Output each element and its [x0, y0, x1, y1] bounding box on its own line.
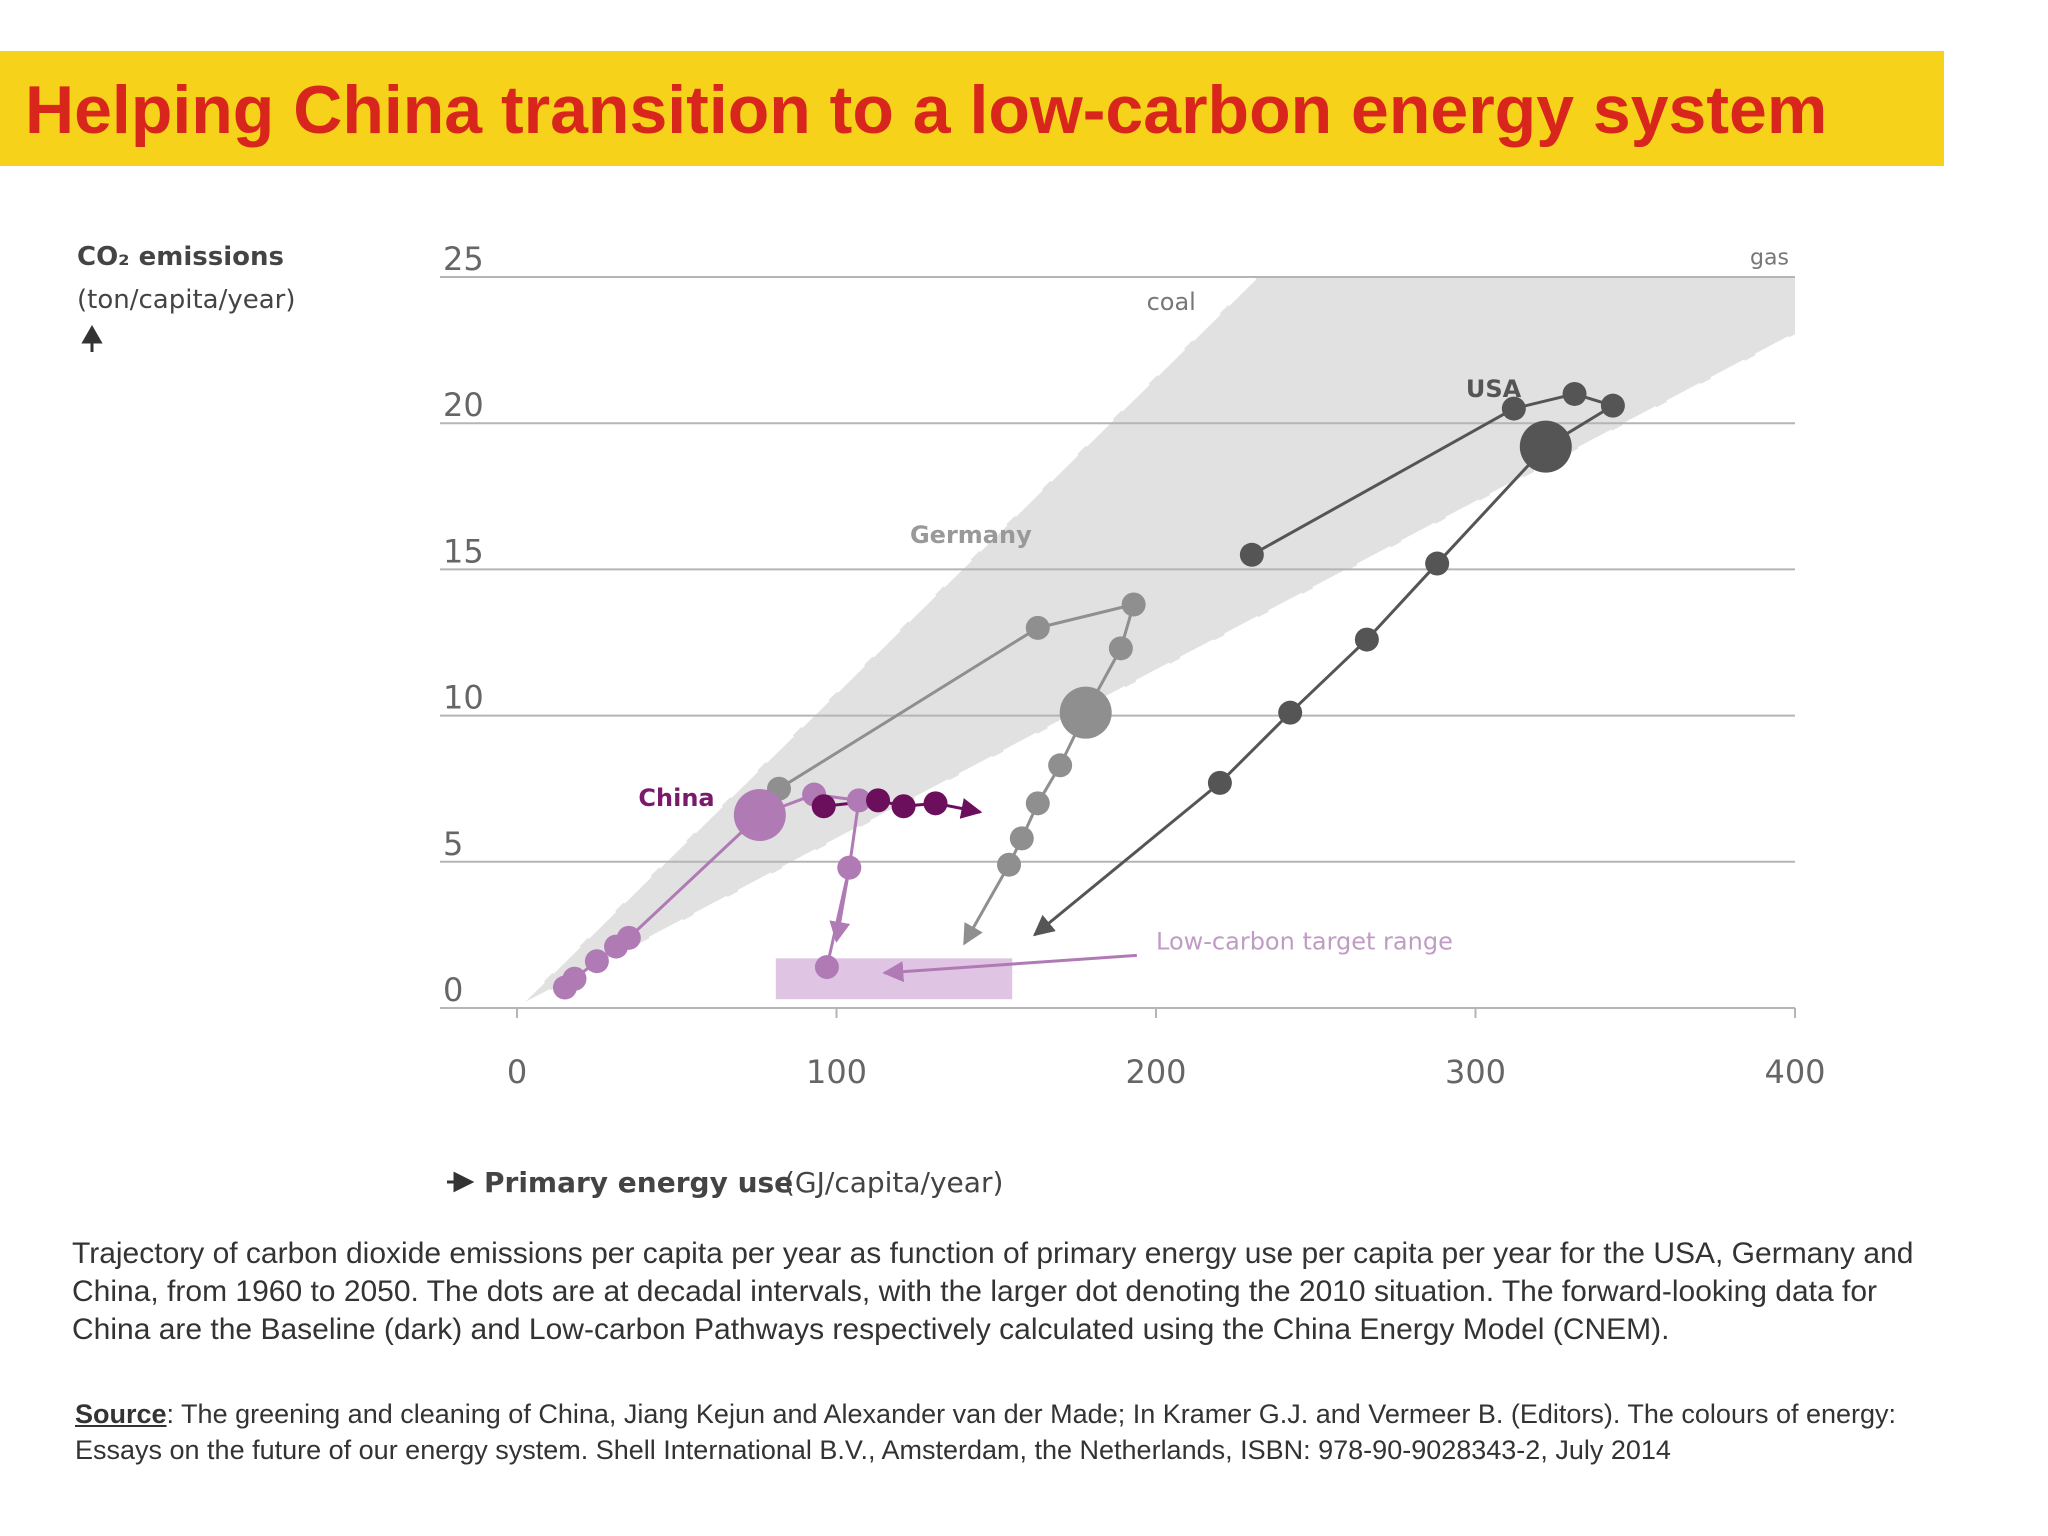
data-point [1009, 826, 1034, 851]
coal-boundary [515, 275, 1258, 1010]
trajectory-china [563, 793, 861, 989]
source-text: : The greening and cleaning of China, Ji… [75, 1399, 1897, 1465]
data-point [616, 925, 641, 950]
data-point [584, 949, 609, 974]
y-tick-label: 10 [443, 679, 484, 717]
title-banner: Helping China transition to a low-carbon… [0, 51, 1944, 166]
data-point [837, 855, 862, 880]
y-axis-label: CO₂ emissions [77, 242, 284, 272]
series-label-germany: Germany [910, 521, 1032, 549]
gas-boundary [516, 332, 1796, 1010]
trajectory-arrow [962, 863, 1011, 946]
data-point-2010 [1519, 420, 1572, 473]
source-label: Source [75, 1399, 167, 1429]
data-point [997, 852, 1022, 877]
data-point [1239, 542, 1264, 567]
x-tick-label: 400 [1764, 1053, 1825, 1091]
data-point [1354, 627, 1379, 652]
y-tick-label: 20 [443, 386, 484, 424]
data-point [1048, 753, 1073, 778]
target-range-box [775, 958, 1013, 1000]
figure-caption: Trajectory of carbon dioxide emissions p… [72, 1237, 1914, 1346]
target-pointer-arrow [882, 953, 1137, 983]
data-point [923, 791, 948, 816]
source-note: Source: The greening and cleaning of Chi… [75, 1396, 1955, 1468]
data-point [562, 966, 587, 991]
data-point-2010 [733, 789, 786, 842]
data-point [1025, 791, 1050, 816]
series-label-china: China [638, 784, 714, 812]
data-point [846, 788, 871, 813]
x-tick-label: 300 [1445, 1053, 1506, 1091]
data-point [814, 955, 839, 980]
trajectory-arrow [829, 867, 851, 943]
gas-label: gas [1750, 245, 1789, 270]
x-axis-label: Primary energy use [484, 1166, 793, 1199]
data-point [1025, 615, 1050, 640]
data-point [866, 788, 891, 813]
data-point [1207, 770, 1232, 795]
y-tick-label: 25 [443, 240, 484, 278]
fuel-mix-band [517, 277, 1795, 1008]
y-tick-label: 15 [443, 532, 484, 570]
series-label-usa: USA [1466, 375, 1522, 403]
y-tick-label: 5 [443, 825, 463, 863]
trajectory-arrow [1032, 781, 1221, 937]
data-point [891, 794, 916, 819]
data-point [1121, 592, 1146, 617]
arrow-right-icon [447, 1171, 475, 1193]
coal-label: coal [1147, 288, 1196, 316]
data-point [1425, 551, 1450, 576]
x-tick-label: 100 [806, 1053, 867, 1091]
arrow-up-icon [81, 324, 103, 352]
data-point [1501, 396, 1526, 421]
x-tick-label: 0 [507, 1053, 527, 1091]
y-tick-label: 0 [443, 971, 463, 1009]
chart: CO₂ emissions (ton/capita/year) Primary … [77, 240, 1826, 1199]
x-axis-unit: (GJ/capita/year) [784, 1166, 1003, 1199]
target-range-label: Low-carbon target range [1156, 928, 1453, 956]
data-point [811, 794, 836, 819]
data-point [1278, 700, 1303, 725]
data-point-2010 [1059, 686, 1112, 739]
x-tick-label: 200 [1125, 1053, 1186, 1091]
data-point [1600, 393, 1625, 418]
data-point [1562, 381, 1587, 406]
data-point [1108, 636, 1133, 661]
y-axis-unit: (ton/capita/year) [77, 285, 295, 315]
page-title: Helping China transition to a low-carbon… [25, 72, 1828, 148]
